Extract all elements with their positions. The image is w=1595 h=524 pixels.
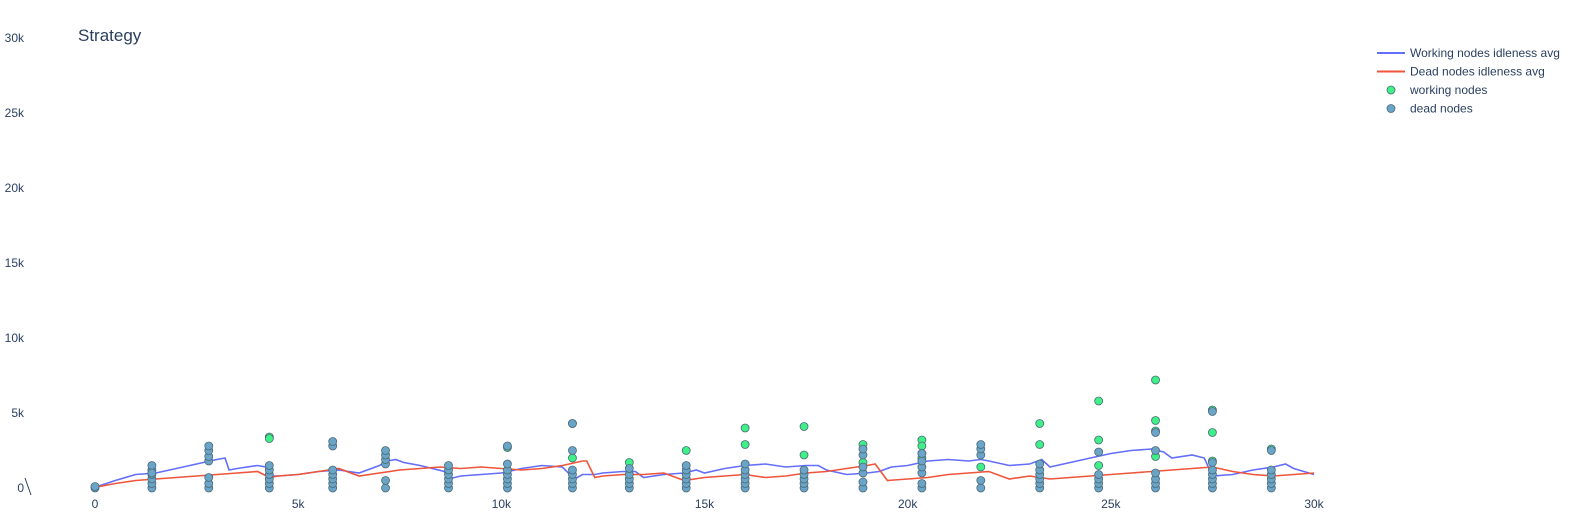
data-point bbox=[568, 446, 577, 455]
data-point bbox=[917, 456, 927, 466]
data-point bbox=[328, 465, 338, 475]
data-point bbox=[328, 437, 338, 446]
x-tick-label: 0 bbox=[92, 497, 99, 511]
data-point bbox=[799, 422, 809, 431]
data-point bbox=[381, 483, 390, 493]
data-point bbox=[917, 449, 927, 458]
data-point bbox=[1208, 458, 1217, 467]
data-point bbox=[976, 462, 986, 472]
data-point bbox=[1094, 435, 1104, 445]
data-point bbox=[264, 461, 274, 470]
data-point bbox=[1208, 465, 1217, 475]
legend-item[interactable]: working nodes bbox=[1386, 83, 1487, 97]
y-tick-label: 5k bbox=[11, 406, 25, 420]
legend-marker-swatch bbox=[1386, 104, 1396, 113]
data-point bbox=[147, 461, 157, 470]
data-point bbox=[858, 462, 868, 472]
data-point bbox=[740, 459, 750, 469]
x-tick-label: 25k bbox=[1101, 497, 1121, 511]
chart-title: Strategy bbox=[78, 26, 142, 45]
data-point bbox=[264, 434, 274, 443]
x-tick-label: 15k bbox=[695, 497, 715, 511]
data-point bbox=[799, 465, 809, 475]
data-point bbox=[444, 461, 453, 470]
data-point bbox=[1035, 419, 1045, 428]
data-point bbox=[1035, 440, 1045, 449]
y-tick-label: 30k bbox=[5, 31, 25, 45]
data-point bbox=[204, 473, 214, 482]
data-point bbox=[1151, 375, 1160, 385]
x-tick-label: 5k bbox=[292, 497, 306, 511]
plot-markers bbox=[90, 375, 1276, 493]
legend-label: Working nodes idleness avg bbox=[1410, 46, 1560, 60]
data-point bbox=[740, 423, 750, 433]
data-point bbox=[568, 419, 577, 428]
data-point bbox=[1266, 446, 1276, 455]
axis-break-mark bbox=[24, 477, 32, 496]
legend-item[interactable]: Dead nodes idleness avg bbox=[1377, 65, 1545, 79]
data-point bbox=[976, 440, 986, 449]
data-point bbox=[381, 446, 390, 455]
y-axis: 0 5k 10k 15k 20k 25k 30k bbox=[5, 31, 25, 495]
y-tick-label: 20k bbox=[5, 181, 25, 195]
y-tick-label: 0 bbox=[17, 481, 24, 495]
y-tick-label: 25k bbox=[5, 106, 25, 120]
data-point bbox=[1094, 470, 1104, 479]
legend-item[interactable]: dead nodes bbox=[1386, 102, 1473, 116]
data-point bbox=[624, 464, 634, 473]
legend-marker-swatch bbox=[1386, 85, 1396, 95]
data-point bbox=[204, 441, 214, 451]
data-point bbox=[503, 459, 512, 469]
data-point bbox=[90, 482, 100, 491]
data-point bbox=[681, 446, 691, 455]
legend-item[interactable]: Working nodes idleness avg bbox=[1377, 46, 1560, 60]
data-point bbox=[1151, 428, 1160, 437]
data-point bbox=[147, 468, 157, 478]
data-point bbox=[1151, 446, 1160, 455]
data-point bbox=[1151, 416, 1160, 425]
data-point bbox=[799, 450, 809, 460]
legend-label: dead nodes bbox=[1410, 102, 1473, 116]
legend-label: Dead nodes idleness avg bbox=[1410, 65, 1545, 79]
data-point bbox=[1094, 461, 1104, 470]
plot-lines bbox=[94, 448, 1315, 489]
data-point bbox=[858, 444, 868, 454]
y-tick-label: 10k bbox=[5, 331, 25, 345]
data-point bbox=[681, 461, 691, 470]
x-tick-label: 30k bbox=[1304, 497, 1324, 511]
data-point bbox=[381, 476, 390, 485]
data-point bbox=[1208, 407, 1217, 416]
data-point bbox=[1151, 468, 1160, 478]
data-point bbox=[1094, 396, 1104, 406]
data-point bbox=[976, 483, 986, 493]
data-point bbox=[1266, 465, 1276, 475]
series-line-1 bbox=[94, 460, 1315, 489]
data-point bbox=[503, 441, 512, 451]
data-point bbox=[858, 477, 868, 487]
series-line-0 bbox=[94, 448, 1315, 489]
legend-label: working nodes bbox=[1409, 83, 1487, 97]
data-point bbox=[740, 440, 750, 449]
data-point bbox=[1094, 447, 1104, 457]
data-point bbox=[976, 476, 986, 485]
y-tick-label: 15k bbox=[5, 256, 25, 270]
data-point bbox=[917, 441, 927, 451]
x-tick-label: 10k bbox=[492, 497, 512, 511]
data-point bbox=[568, 465, 577, 475]
data-point bbox=[917, 479, 927, 488]
data-point bbox=[1035, 459, 1045, 469]
legend[interactable]: Working nodes idleness avg Dead nodes idl… bbox=[1377, 46, 1560, 116]
data-point bbox=[568, 453, 577, 463]
data-point bbox=[1208, 428, 1217, 437]
x-axis: 0 5k 10k 15k 20k 25k 30k bbox=[92, 497, 1325, 511]
x-tick-label: 20k bbox=[898, 497, 918, 511]
